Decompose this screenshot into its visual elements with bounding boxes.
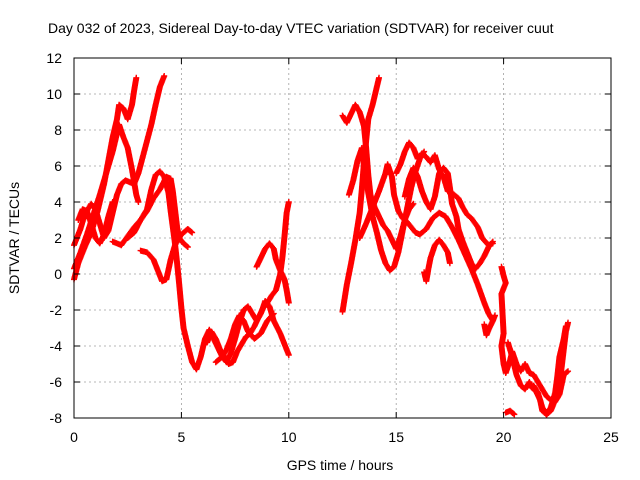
y-axis-title: SDTVAR / TECUs bbox=[6, 182, 22, 294]
y-tick-label: 6 bbox=[54, 158, 62, 174]
y-tick-label: 10 bbox=[46, 86, 62, 102]
x-axis-title: GPS time / hours bbox=[287, 457, 394, 473]
y-tick-label: 8 bbox=[54, 122, 62, 138]
series-arc9-markers bbox=[212, 310, 277, 366]
y-tick-label: 2 bbox=[54, 230, 62, 246]
series-arc10-markers bbox=[253, 240, 292, 306]
series-arc7-markers bbox=[137, 226, 196, 285]
series-arc22-markers bbox=[530, 319, 572, 418]
x-tick-label: 25 bbox=[603, 429, 619, 445]
y-tick-label: 0 bbox=[54, 266, 62, 282]
x-tick-label: 10 bbox=[281, 429, 297, 445]
y-tick-label: -6 bbox=[50, 374, 63, 390]
tick-layer: 0 5 10 15 20 25 -8 -6 -4 -2 0 2 4 6 8 10 12 bbox=[46, 50, 619, 445]
series-arc21-markers bbox=[502, 407, 518, 418]
series-arc15-markers bbox=[393, 139, 496, 249]
series-arc3-markers bbox=[71, 73, 168, 249]
y-tick-label: -8 bbox=[50, 410, 63, 426]
series-arc17-markers bbox=[421, 236, 453, 285]
series-arc4-markers bbox=[75, 199, 116, 247]
x-tick-label: 15 bbox=[388, 429, 404, 445]
series-arc16-markers bbox=[401, 164, 496, 272]
series-arc18-markers bbox=[481, 312, 499, 339]
y-tick-label: -4 bbox=[50, 338, 63, 354]
y-tick-label: 4 bbox=[54, 194, 62, 210]
x-tick-label: 0 bbox=[70, 429, 78, 445]
series-arc13-markers bbox=[345, 145, 428, 274]
data-layer bbox=[71, 73, 572, 418]
y-tick-label: -2 bbox=[50, 302, 63, 318]
x-tick-label: 20 bbox=[496, 429, 512, 445]
series-arc2-markers bbox=[71, 121, 142, 272]
x-tick-label: 5 bbox=[178, 429, 186, 445]
y-tick-label: 12 bbox=[46, 50, 62, 66]
chart-title: Day 032 of 2023, Sidereal Day-to-day VTE… bbox=[48, 20, 554, 36]
series-arc8-markers bbox=[204, 199, 292, 367]
